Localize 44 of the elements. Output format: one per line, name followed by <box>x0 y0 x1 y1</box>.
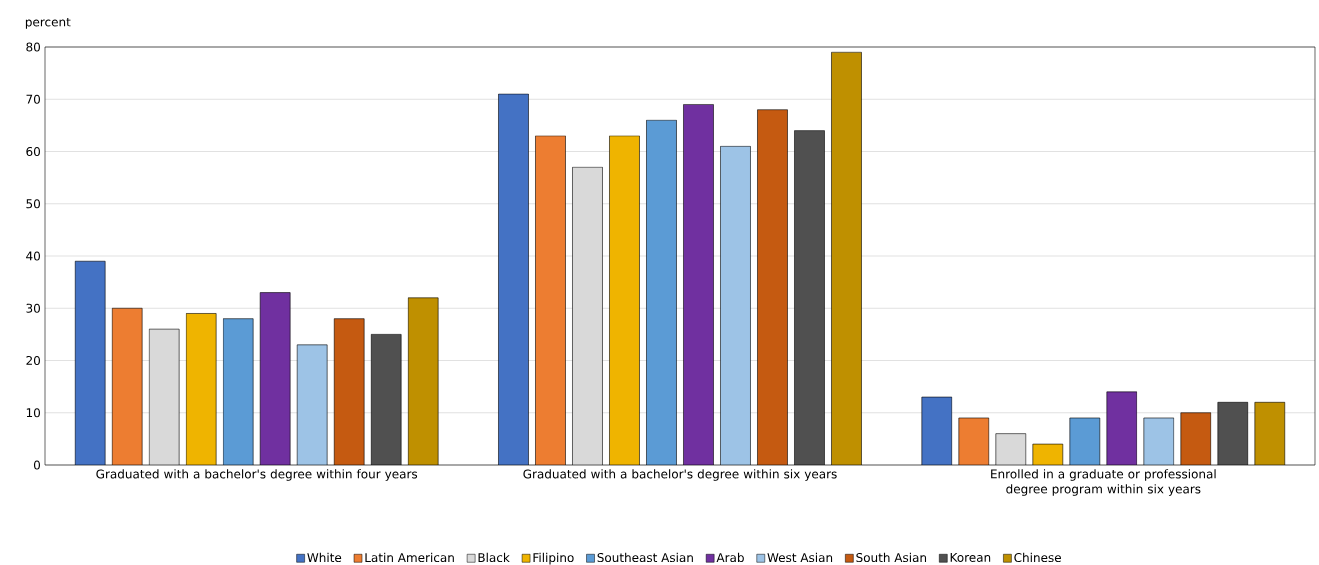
legend-label: South Asian <box>856 552 927 563</box>
bar <box>296 344 328 465</box>
x-tick-label: Enrolled in a graduate or professional degree program within six years <box>991 469 1216 496</box>
y-tick-label: 40 <box>26 251 40 261</box>
bar <box>1180 412 1212 465</box>
legend-label: West Asian <box>767 552 833 563</box>
bar <box>995 433 1027 465</box>
legend-label: Arab <box>716 552 744 563</box>
bar <box>370 334 402 465</box>
bar <box>259 292 291 465</box>
bar <box>1143 417 1175 465</box>
bar <box>757 109 788 465</box>
y-axis-title: percent <box>25 17 71 29</box>
legend-label: Black <box>478 552 510 563</box>
bar <box>333 318 365 465</box>
y-tick-label: 70 <box>26 94 40 104</box>
legend-label: Filipino <box>533 552 574 565</box>
legend-label: Chinese <box>1014 552 1061 563</box>
y-tick-label: 80 <box>26 42 40 52</box>
legend-label: Southeast Asian <box>597 552 693 563</box>
y-tick-label: 20 <box>26 355 40 366</box>
y-tick-label: 30 <box>26 303 40 313</box>
x-tick-label: Graduated with a bachelor's degree within four years <box>96 469 418 481</box>
legend-label: Korean <box>950 552 991 562</box>
bar <box>646 119 677 465</box>
bar <box>609 135 640 465</box>
x-tick-label: Graduated with a bachelor's degree within six years <box>523 469 837 481</box>
y-tick-label: 0 <box>33 460 41 470</box>
bar <box>185 313 217 465</box>
bar <box>222 318 254 465</box>
bar <box>720 145 751 465</box>
bar <box>794 130 825 465</box>
y-tick-label: 10 <box>26 408 40 418</box>
legend-label: White <box>307 552 342 563</box>
y-tick-label: 50 <box>26 199 40 209</box>
bar <box>1254 402 1286 465</box>
legend-label: Latin American <box>365 552 454 563</box>
bar <box>1106 391 1138 465</box>
bar <box>1069 417 1101 465</box>
bar <box>1217 402 1249 465</box>
y-tick-label: 60 <box>26 146 40 157</box>
bar <box>831 51 862 465</box>
bar <box>683 104 714 465</box>
bar <box>407 297 439 465</box>
